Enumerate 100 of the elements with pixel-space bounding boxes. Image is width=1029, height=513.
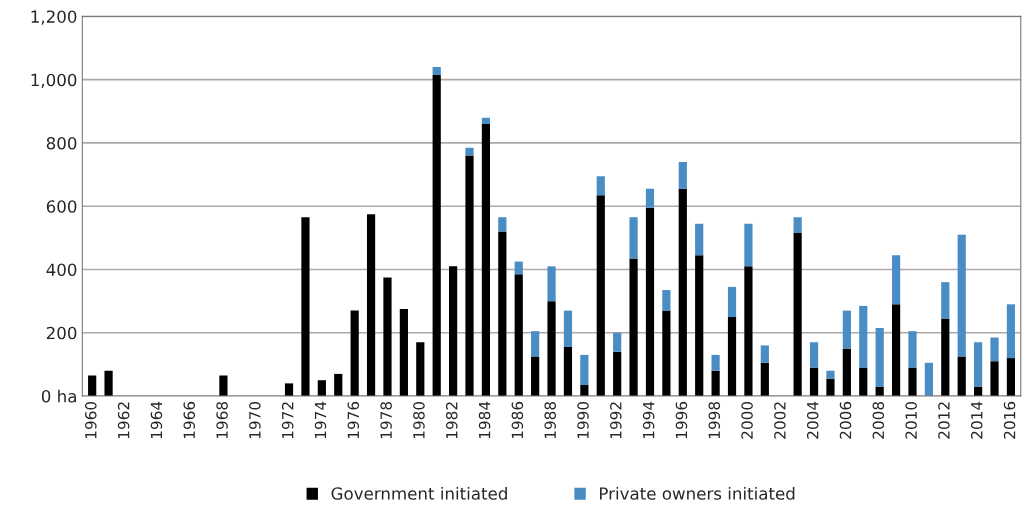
bar [383,277,392,397]
bar [563,347,573,397]
bar [219,375,228,397]
bar [399,309,408,397]
bar [1006,304,1016,359]
bar [350,310,359,397]
bar [498,231,507,397]
bar [957,356,966,397]
bar [695,255,704,397]
bar [744,266,753,397]
x-tick-label: 2014 [970,401,983,439]
x-tick-label: 1982 [445,402,458,439]
bar [547,266,556,302]
x-tick-label: 1998 [708,401,721,439]
bar [514,274,523,397]
bar [366,214,376,397]
bar [678,188,687,397]
x-tick-label: 1996 [675,401,688,439]
bar [88,375,97,397]
bar [908,367,917,397]
bar [695,223,704,256]
bar [891,304,901,397]
x-tick-label: 2004 [806,401,819,439]
bar [974,342,983,387]
x-tick-label: 1970 [249,401,261,439]
legend-label: Government initiated [331,486,507,500]
bar [760,362,769,397]
y-tick-label: 600 [46,200,77,213]
bar [645,188,655,208]
bar [613,332,622,352]
bar [465,147,474,156]
bar [596,195,605,397]
y-tick-label: 200 [46,326,77,340]
y-tick-label: 0 ha [41,389,76,403]
bar [793,217,802,234]
bar [875,328,884,387]
y-tick-label: 1,000 [31,73,77,88]
bar [859,367,868,397]
bar [990,337,999,362]
bar [334,373,343,397]
bar [793,233,802,397]
bar [481,117,491,124]
bar [842,348,851,397]
x-tick-label: 1976 [347,401,360,439]
bar [727,316,737,397]
x-tick-label: 1980 [413,401,425,439]
x-tick-label: 1968 [216,401,228,439]
bar [859,305,868,368]
bar [990,361,999,397]
bar [727,286,737,317]
x-tick-label: 2008 [872,401,885,439]
x-tick-label: 2010 [905,401,917,439]
bar [465,155,474,397]
bar [613,351,622,397]
bar [531,331,540,357]
y-tick-label: 400 [46,263,77,277]
x-tick-label: 1984 [478,401,491,439]
bar [416,342,425,397]
x-tick-label: 2012 [938,402,950,439]
x-tick-label: 1964 [150,401,163,439]
bar [645,207,655,397]
x-tick-label: 2000 [741,401,753,439]
bar [711,354,720,371]
x-tick-label: 2002 [774,402,786,439]
bar [809,342,819,368]
bar [662,290,671,311]
x-tick-label: 1962 [117,402,130,439]
bar [301,217,310,397]
x-tick-label: 1960 [85,401,97,439]
bar [809,367,819,397]
bar [842,310,851,349]
x-tick-label: 1978 [380,401,392,439]
x-tick-label: 1990 [577,401,589,439]
x-tick-label: 1974 [314,401,327,439]
bar [662,310,671,397]
x-tick-label: 1992 [610,402,622,439]
x-tick-label: 1966 [183,401,196,439]
bar [941,318,950,397]
bar [744,223,753,267]
bar [596,176,605,196]
bar [498,217,507,232]
bar [284,383,294,397]
bar [432,74,441,397]
bar [317,380,326,397]
bar [514,261,523,275]
bar [629,258,638,397]
bar [629,217,638,259]
x-tick-label: 2006 [839,401,852,439]
bar [891,255,901,305]
bar [941,282,950,319]
x-tick-label: 1988 [544,401,556,439]
bar [957,234,966,357]
legend-label: Private owners initiated [600,486,795,500]
bar [449,266,458,397]
x-tick-label: 1994 [642,401,655,439]
bar [531,356,540,397]
bar [104,370,113,397]
y-tick-label: 1,200 [31,10,77,25]
x-tick-label: 1986 [511,401,524,439]
bar [826,370,835,379]
